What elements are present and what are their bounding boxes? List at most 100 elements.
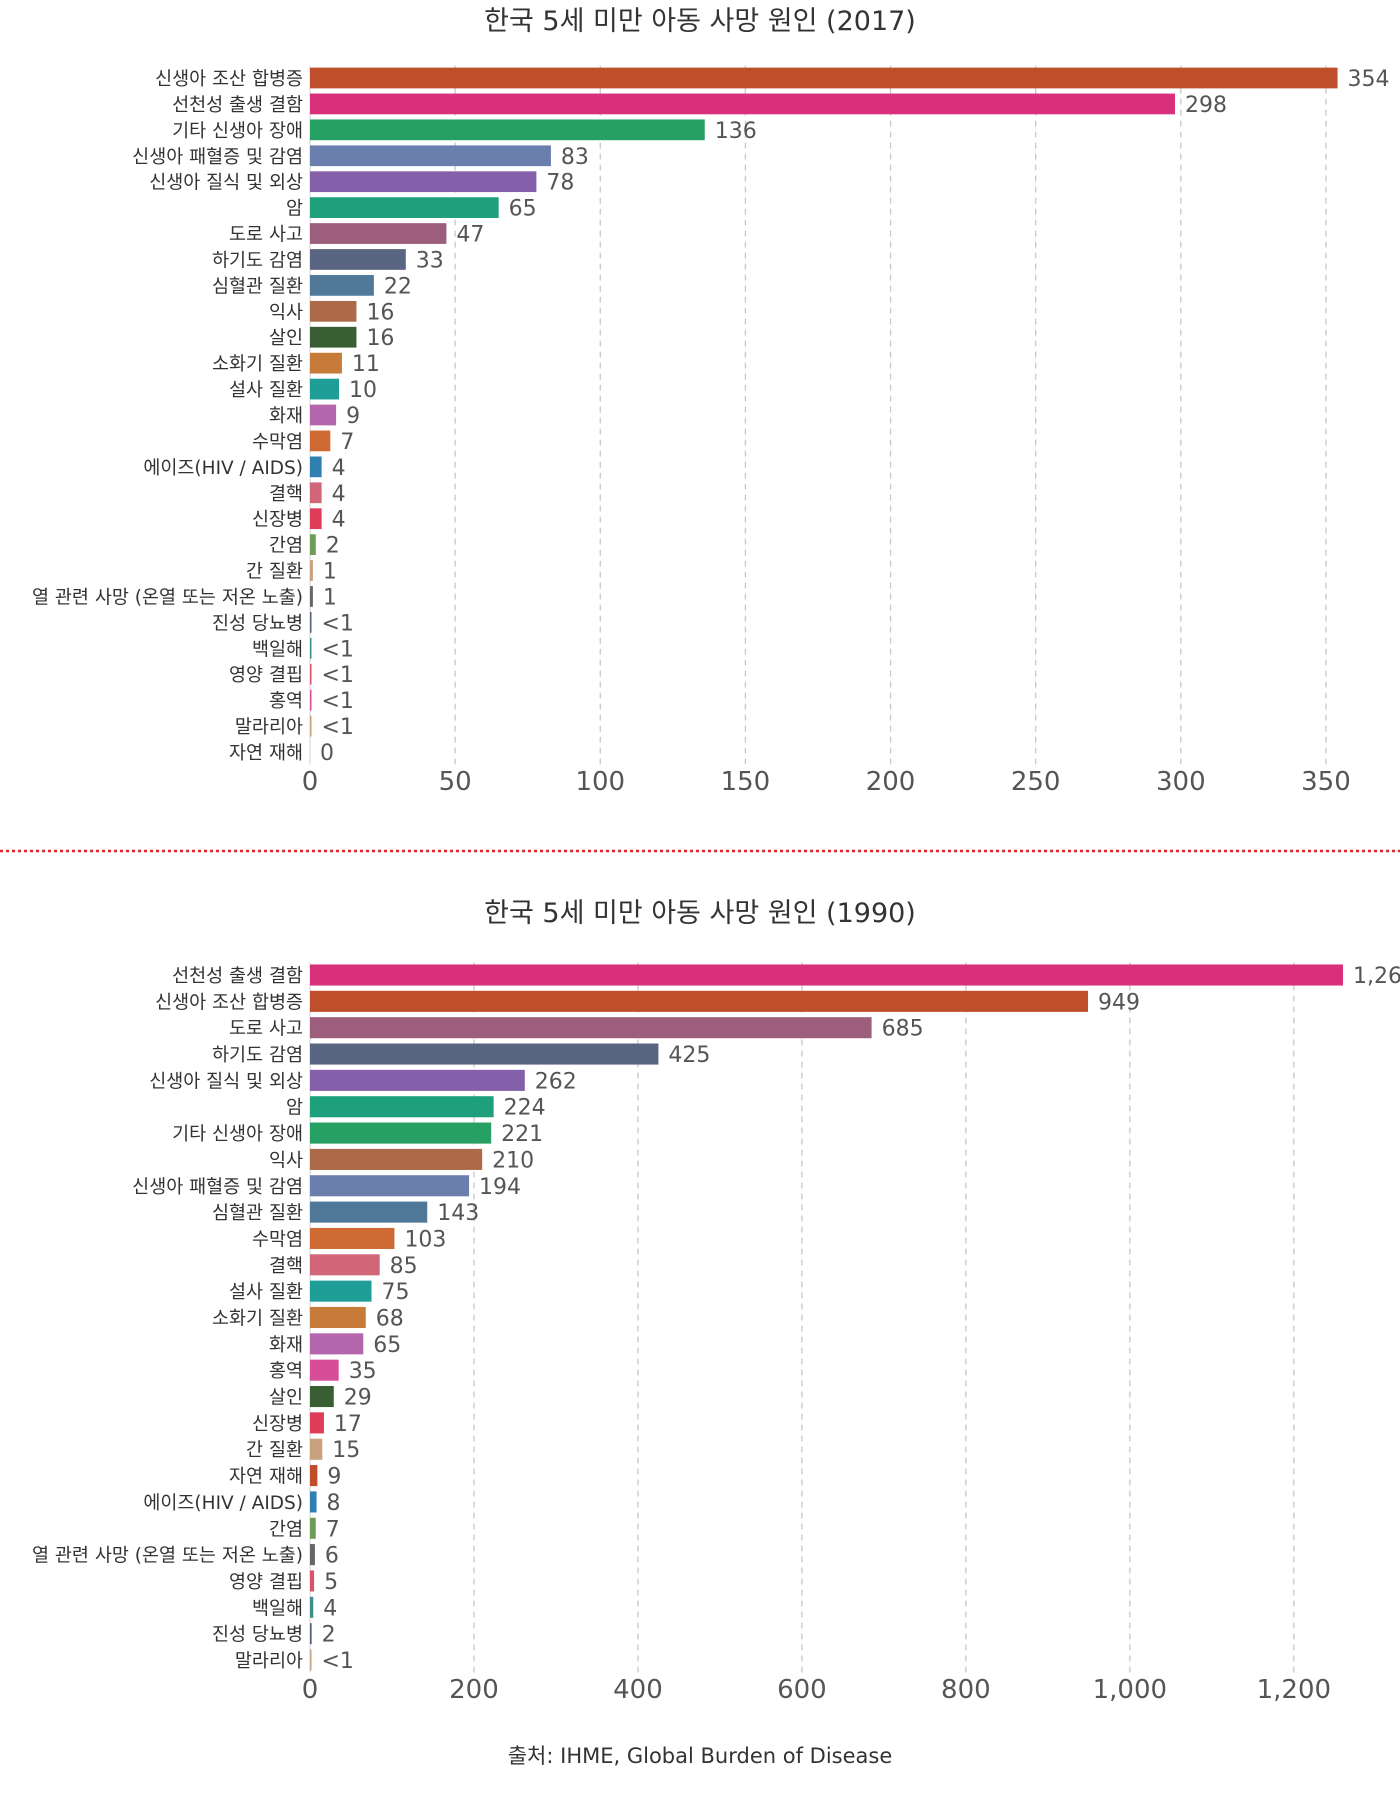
tick-label: 0 bbox=[302, 1675, 319, 1705]
grid-2017 bbox=[309, 65, 1327, 765]
bar bbox=[310, 1306, 366, 1329]
category-label: 신생아 질식 및 외상 bbox=[149, 1071, 303, 1092]
value-label: 5 bbox=[324, 1570, 338, 1595]
value-label: 1 bbox=[323, 560, 337, 585]
category-label: 살인 bbox=[269, 1388, 303, 1409]
category-label: 간 질환 bbox=[246, 562, 303, 583]
value-label: 2 bbox=[326, 534, 340, 559]
category-label: 간염 bbox=[269, 536, 303, 557]
value-label: 2 bbox=[322, 1623, 336, 1648]
bar bbox=[310, 197, 499, 218]
tick-label: 200 bbox=[866, 767, 916, 797]
value-label: 136 bbox=[715, 119, 757, 144]
value-label: 65 bbox=[373, 1333, 401, 1358]
bar bbox=[310, 1201, 428, 1223]
value-label: 224 bbox=[504, 1096, 546, 1121]
value-label: 16 bbox=[366, 326, 394, 351]
category-label: 신장병 bbox=[252, 1414, 303, 1435]
category-label: 익사 bbox=[269, 302, 303, 323]
tick-label: 200 bbox=[449, 1675, 499, 1705]
category-label: 수막염 bbox=[252, 1229, 303, 1250]
chart-1990: 한국 5세 미만 아동 사망 원인 (1990) 선천성 출생 결함 1,260 신… bbox=[32, 898, 1400, 1705]
category-label: 열 관련 사망 (온열 또는 저온 노출) bbox=[32, 1546, 303, 1567]
category-label: 백일해 bbox=[252, 639, 303, 660]
category-label: 도로 사고 bbox=[229, 225, 303, 246]
tick-label: 350 bbox=[1301, 767, 1351, 797]
value-label: 7 bbox=[326, 1517, 340, 1542]
value-label: 4 bbox=[332, 482, 346, 507]
value-label: 6 bbox=[325, 1544, 339, 1569]
category-label: 백일해 bbox=[252, 1598, 303, 1619]
bar bbox=[310, 145, 551, 167]
value-label: 4 bbox=[332, 508, 346, 533]
value-label: 1 bbox=[323, 585, 337, 610]
value-label: 11 bbox=[352, 352, 380, 377]
tick-label: 600 bbox=[777, 1675, 827, 1705]
value-label: 9 bbox=[346, 404, 360, 429]
value-label: 22 bbox=[384, 274, 412, 299]
category-label: 소화기 질환 bbox=[212, 354, 303, 375]
bar bbox=[310, 249, 406, 270]
category-label: 신장병 bbox=[252, 510, 303, 531]
value-label: 85 bbox=[390, 1254, 418, 1279]
value-label: <1 bbox=[322, 611, 354, 636]
category-label: 선천성 출생 결함 bbox=[172, 966, 303, 987]
category-label: 진성 당뇨병 bbox=[212, 1625, 303, 1646]
category-label: 진성 당뇨병 bbox=[212, 613, 303, 634]
value-label: 685 bbox=[882, 1017, 924, 1042]
value-label: <1 bbox=[322, 637, 354, 662]
bar bbox=[310, 430, 331, 452]
grid-1990 bbox=[309, 962, 1295, 1673]
category-label: 암 bbox=[286, 1098, 303, 1119]
bar bbox=[310, 1649, 312, 1671]
tick-label: 800 bbox=[941, 1675, 991, 1705]
bar bbox=[310, 508, 322, 530]
bar bbox=[310, 352, 342, 374]
bar bbox=[310, 534, 316, 555]
value-label: 949 bbox=[1098, 990, 1140, 1015]
category-label: 영양 결핍 bbox=[229, 665, 303, 686]
value-label: 1,260 bbox=[1353, 964, 1400, 989]
category-label: 홍역 bbox=[269, 1361, 303, 1382]
chart-title-1990: 한국 5세 미만 아동 사망 원인 (1990) bbox=[484, 898, 916, 929]
bar bbox=[310, 689, 312, 711]
category-label: 자연 재해 bbox=[229, 743, 303, 764]
tick-label: 0 bbox=[302, 767, 319, 797]
value-label: <1 bbox=[322, 1649, 354, 1674]
bar bbox=[310, 223, 447, 244]
value-label: 354 bbox=[1348, 67, 1390, 92]
category-label: 영양 결핍 bbox=[229, 1572, 303, 1593]
bar bbox=[310, 1386, 334, 1408]
tick-label: 50 bbox=[439, 767, 472, 797]
bar bbox=[310, 1623, 312, 1645]
x-axis-2017: 0 50 100 150 200 250 300 350 bbox=[302, 767, 1351, 797]
bar bbox=[310, 637, 312, 659]
bar bbox=[310, 586, 313, 607]
bar bbox=[310, 964, 1344, 986]
value-label: 47 bbox=[456, 223, 484, 248]
value-label: 83 bbox=[561, 145, 589, 170]
category-label: 말라리아 bbox=[235, 717, 303, 738]
category-label: 에이즈(HIV / AIDS) bbox=[143, 458, 303, 479]
bar bbox=[310, 171, 537, 193]
category-label: 기타 신생아 장애 bbox=[172, 121, 303, 142]
bar bbox=[310, 1438, 323, 1460]
bar bbox=[310, 300, 357, 322]
category-label: 하기도 감염 bbox=[212, 1045, 303, 1066]
bar bbox=[310, 482, 322, 504]
bar bbox=[310, 1359, 339, 1381]
bar bbox=[310, 1333, 364, 1355]
category-label: 심혈관 질환 bbox=[212, 276, 303, 297]
value-label: 17 bbox=[334, 1412, 362, 1437]
bar bbox=[310, 1254, 380, 1276]
category-label: 익사 bbox=[269, 1150, 303, 1171]
value-label: 4 bbox=[323, 1596, 337, 1621]
x-axis-1990: 0 200 400 600 800 1,000 1,200 bbox=[302, 1675, 1331, 1705]
bar bbox=[310, 1175, 470, 1197]
bar bbox=[310, 326, 357, 348]
category-label: 신생아 패혈증 및 감염 bbox=[132, 1177, 303, 1198]
bar bbox=[310, 1069, 525, 1091]
category-label: 기타 신생아 장애 bbox=[172, 1124, 303, 1145]
value-label: 10 bbox=[349, 378, 377, 403]
